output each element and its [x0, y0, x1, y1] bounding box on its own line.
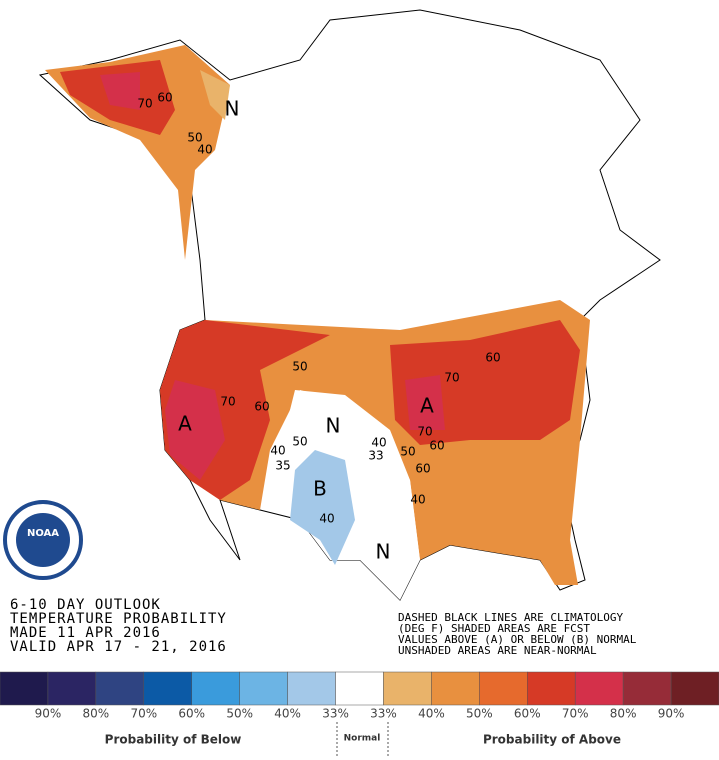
- legend-normal: Normal: [344, 734, 381, 744]
- legend-swatch: [191, 671, 240, 706]
- map-label: 33: [368, 449, 383, 463]
- map-label: 35: [275, 459, 290, 473]
- map-label: 50: [187, 131, 202, 145]
- legend-below: Probability of Below: [105, 733, 242, 747]
- legend-label: 80%: [83, 707, 110, 721]
- logo-text: NOAA: [27, 528, 59, 539]
- legend-swatch: [287, 671, 336, 706]
- map-label: A: [420, 394, 434, 418]
- east-above-peak: [405, 375, 445, 430]
- alaska-above-edge: [200, 70, 230, 120]
- legend-swatch: [47, 671, 97, 706]
- legend-swatch: [383, 671, 432, 706]
- noaa-logo-inner: [16, 513, 70, 567]
- map-label: N: [326, 414, 341, 438]
- map-label: 60: [429, 439, 444, 453]
- legend-label: 33%: [370, 707, 397, 721]
- legend-label: 40%: [418, 707, 445, 721]
- map-label: 40: [410, 493, 425, 507]
- map-label: B: [313, 477, 327, 501]
- legend-label: 60%: [514, 707, 541, 721]
- note-line: VALUES ABOVE (A) OR BELOW (B) NORMAL: [398, 633, 637, 646]
- legend-label: 70%: [130, 707, 157, 721]
- legend-swatch: [670, 671, 719, 706]
- legend-above: Probability of Above: [483, 733, 621, 747]
- outlook-line: TEMPERATURE PROBABILITY: [10, 611, 227, 627]
- legend-swatch: [574, 671, 624, 706]
- map-label: 60: [415, 462, 430, 476]
- map-label: 70: [417, 425, 432, 439]
- map-label: 50: [292, 435, 307, 449]
- note-line: DASHED BLACK LINES ARE CLIMATOLOGY: [398, 611, 624, 624]
- legend-swatch: [431, 671, 480, 706]
- legend-swatch: [95, 671, 145, 706]
- map-label: 70: [137, 97, 152, 111]
- map-label: 60: [254, 400, 269, 414]
- legend-label: 50%: [226, 707, 253, 721]
- map-label: A: [178, 412, 192, 436]
- legend-swatch: [479, 671, 528, 706]
- legend-label: 50%: [466, 707, 493, 721]
- map-label: 60: [157, 91, 172, 105]
- map-label: 70: [220, 395, 235, 409]
- legend-label: 80%: [610, 707, 637, 721]
- map-label: 70: [444, 371, 459, 385]
- outlook-line: MADE 11 APR 2016: [10, 625, 161, 641]
- map-label: 40: [197, 143, 212, 157]
- legend-swatch: [239, 671, 288, 706]
- legend-swatch: [527, 671, 576, 706]
- legend-label: 90%: [658, 707, 685, 721]
- below-area: [290, 450, 355, 565]
- outlook-line: VALID APR 17 - 21, 2016: [10, 639, 227, 655]
- map-label: 50: [292, 360, 307, 374]
- west-above-peak: [165, 380, 225, 480]
- legend-label: 33%: [322, 707, 349, 721]
- note-line: UNSHADED AREAS ARE NEAR-NORMAL: [398, 644, 597, 657]
- map-label: N: [376, 540, 391, 564]
- outlook-line: 6-10 DAY OUTLOOK: [10, 597, 161, 613]
- map-label: 40: [371, 436, 386, 450]
- legend-swatch: [0, 671, 49, 706]
- legend-label: 90%: [35, 707, 62, 721]
- legend-swatch: [143, 671, 192, 706]
- map-label: 50: [400, 445, 415, 459]
- legend-label: 70%: [562, 707, 589, 721]
- legend-label: 40%: [274, 707, 301, 721]
- legend-swatch: [335, 671, 384, 706]
- note-line: (DEG F) SHADED AREAS ARE FCST: [398, 622, 590, 635]
- legend-label: 60%: [178, 707, 205, 721]
- alaska-above-peak: [100, 72, 140, 110]
- map-label: N: [225, 97, 240, 121]
- map-label: 40: [319, 512, 334, 526]
- legend-swatch: [622, 671, 672, 706]
- map-label: 60: [485, 351, 500, 365]
- map-label: 40: [270, 444, 285, 458]
